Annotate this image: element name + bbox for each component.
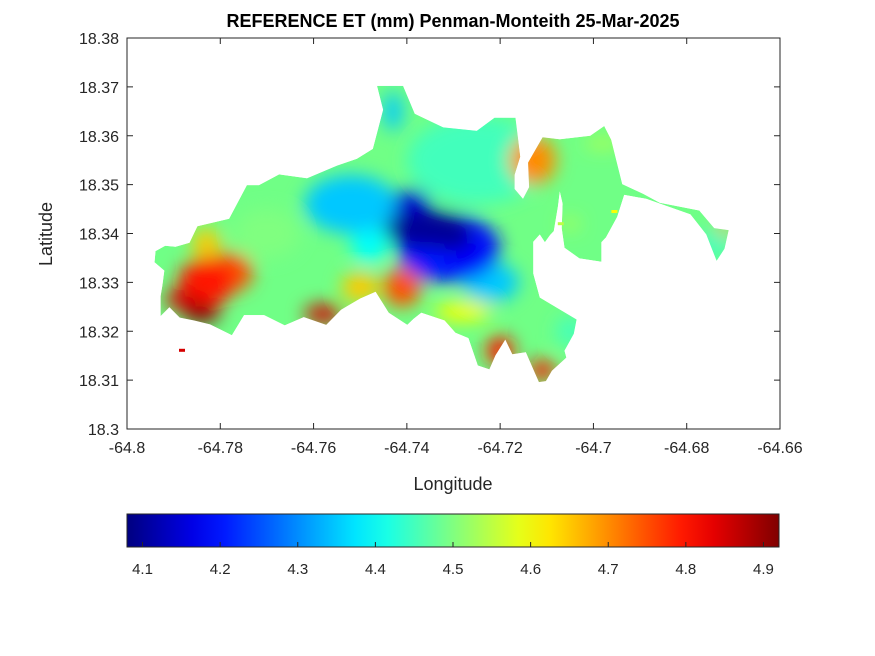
y-tick-label: 18.34 (79, 227, 119, 244)
y-axis-ticks: 18.3 18.31 18.32 18.33 18.34 18.35 18.36 18.37 1… (79, 31, 780, 439)
x-axis-ticks: -64.8 -64.78 -64.76 -64.74 -64.72 -64.7 -64.68… (109, 38, 803, 457)
y-tick-label: 18.3 (88, 422, 119, 439)
detached-pixels (179, 210, 618, 352)
chart-title: REFERENCE ET (mm) Penman-Monteith 25-Mar… (226, 11, 679, 31)
colorbar-tick-label: 4.5 (443, 561, 464, 578)
x-tick-label: -64.78 (198, 440, 243, 457)
y-tick-label: 18.32 (79, 324, 119, 341)
x-tick-label: -64.8 (109, 440, 146, 457)
colorbar-tick-label: 4.7 (598, 561, 619, 578)
colorbar-tick-label: 4.1 (132, 561, 153, 578)
y-tick-label: 18.33 (79, 275, 119, 292)
y-tick-label: 18.37 (79, 80, 119, 97)
detached-pixel (179, 348, 185, 352)
y-axis-label: Latitude (36, 202, 56, 266)
detached-pixel (557, 222, 564, 226)
detached-pixel (611, 210, 618, 213)
value-blob (560, 218, 580, 229)
value-blob (406, 116, 547, 205)
colorbar-ticks: 4.1 4.2 4.3 4.4 4.5 4.6 4.7 4.8 4.9 (132, 542, 774, 578)
y-tick-label: 18.38 (79, 31, 119, 48)
x-tick-label: -64.68 (664, 440, 709, 457)
value-blob (426, 221, 474, 251)
value-blob (350, 223, 389, 263)
x-tick-label: -64.72 (477, 440, 522, 457)
value-blob (192, 228, 221, 258)
colorbar-tick-label: 4.4 (365, 561, 386, 578)
value-blob (304, 174, 398, 234)
x-tick-label: -64.76 (291, 440, 336, 457)
value-blob (383, 91, 403, 131)
value-blob (182, 305, 221, 323)
x-tick-label: -64.74 (384, 440, 429, 457)
y-tick-label: 18.35 (79, 178, 119, 195)
value-blob (449, 243, 497, 273)
colorbar-tick-label: 4.9 (753, 561, 774, 578)
colorbar-tick-label: 4.6 (520, 561, 541, 578)
x-axis-label: Longitude (413, 474, 492, 494)
value-blob (164, 289, 202, 310)
value-blob (234, 209, 300, 258)
value-blob (383, 267, 421, 307)
value-blob (434, 301, 491, 322)
x-tick-label: -64.7 (575, 440, 612, 457)
colorbar-tick-label: 4.2 (210, 561, 231, 578)
colorbar-tick-label: 4.8 (675, 561, 696, 578)
y-tick-label: 18.36 (79, 129, 119, 146)
colorbar-tick-label: 4.3 (287, 561, 308, 578)
y-tick-label: 18.31 (79, 373, 119, 390)
x-tick-label: -64.66 (757, 440, 802, 457)
